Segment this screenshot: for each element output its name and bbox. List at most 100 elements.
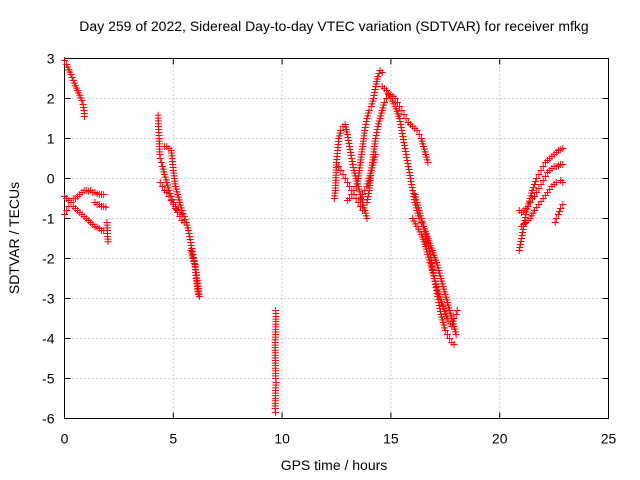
- y-tick-label: 3: [47, 51, 55, 67]
- data-point: [399, 136, 407, 143]
- series-arc-4e: [356, 151, 380, 202]
- data-point: [519, 226, 527, 233]
- data-point: [403, 154, 411, 161]
- x-tick-label: 25: [601, 431, 617, 447]
- data-point: [396, 118, 404, 125]
- data-point: [363, 183, 371, 190]
- data-point: [163, 189, 171, 196]
- data-point: [346, 143, 354, 150]
- data-point: [533, 175, 541, 182]
- data-point: [169, 201, 177, 208]
- data-point: [173, 206, 181, 213]
- data-point: [190, 258, 198, 265]
- data-point: [373, 126, 381, 133]
- data-point: [63, 207, 71, 214]
- data-point: [380, 99, 388, 106]
- data-point: [415, 131, 423, 138]
- data-point: [361, 187, 369, 194]
- data-point: [272, 409, 280, 416]
- data-point: [400, 139, 408, 146]
- data-point: [452, 331, 460, 338]
- data-point: [397, 124, 405, 131]
- series-arc-4h: [411, 191, 460, 338]
- data-point: [178, 207, 186, 214]
- data-point: [345, 140, 353, 147]
- data-point: [409, 187, 417, 194]
- data-point: [337, 127, 345, 134]
- data-point: [354, 199, 362, 206]
- data-point: [344, 137, 352, 144]
- series-arc-1c: [61, 193, 108, 234]
- data-point: [404, 163, 412, 170]
- data-point: [403, 157, 411, 164]
- data-point: [361, 124, 369, 131]
- y-tick-label: -3: [42, 291, 55, 307]
- data-point: [539, 177, 547, 184]
- data-point: [157, 159, 165, 166]
- series-arc-5b: [515, 161, 567, 216]
- series-arc-1d: [91, 199, 110, 211]
- data-point: [404, 160, 412, 167]
- x-axis-label: GPS time / hours: [281, 457, 388, 473]
- data-point: [335, 163, 343, 170]
- series-arc-5c: [517, 177, 567, 230]
- data-point: [81, 113, 89, 120]
- data-point: [156, 179, 164, 186]
- data-point: [347, 149, 355, 156]
- data-point: [100, 191, 108, 198]
- data-point: [166, 190, 174, 197]
- series-arc-1a: [61, 57, 89, 120]
- data-point: [186, 233, 194, 240]
- data-point: [187, 239, 195, 246]
- data-point: [413, 127, 421, 134]
- data-point: [528, 187, 536, 194]
- data-point: [102, 203, 110, 211]
- data-point: [79, 101, 87, 108]
- y-tick-label: -2: [42, 251, 55, 267]
- data-point: [401, 142, 408, 149]
- data-point: [185, 230, 193, 237]
- x-tick-label: 10: [274, 431, 290, 447]
- data-point: [401, 145, 409, 152]
- data-point: [393, 99, 401, 106]
- data-point: [409, 190, 417, 197]
- data-point: [452, 311, 460, 318]
- data-point: [405, 166, 413, 173]
- x-tick-label: 15: [383, 431, 399, 447]
- data-point: [400, 111, 408, 118]
- data-point: [156, 155, 164, 162]
- data-point: [406, 172, 414, 179]
- data-point: [349, 161, 357, 168]
- data-point: [104, 238, 112, 246]
- data-point: [348, 155, 356, 162]
- data-point: [78, 97, 86, 104]
- data-point: [533, 189, 541, 196]
- data-point: [435, 302, 443, 309]
- data-point: [180, 213, 188, 220]
- data-point: [167, 197, 175, 204]
- data-point: [348, 158, 356, 165]
- data-point: [402, 148, 410, 155]
- y-tick-label: -6: [42, 411, 55, 427]
- y-tick-label: -5: [42, 371, 55, 387]
- data-point: [559, 201, 567, 208]
- data-point: [537, 181, 545, 188]
- plot-frame: [64, 58, 609, 419]
- data-point: [185, 227, 193, 234]
- data-point: [337, 167, 345, 174]
- y-tick-label: 2: [47, 91, 55, 107]
- data-point: [346, 183, 354, 190]
- data-point: [539, 163, 547, 170]
- series-arc-4c: [343, 67, 386, 204]
- data-point: [349, 164, 357, 171]
- data-points: [61, 57, 567, 416]
- series-arc-5a: [515, 145, 567, 254]
- data-point: [516, 241, 524, 248]
- data-point: [165, 193, 173, 200]
- data-point: [519, 229, 527, 236]
- data-point: [517, 238, 525, 245]
- data-point: [373, 129, 381, 136]
- data-point: [532, 178, 540, 185]
- x-tick-label: 5: [169, 431, 177, 447]
- data-point: [363, 199, 371, 206]
